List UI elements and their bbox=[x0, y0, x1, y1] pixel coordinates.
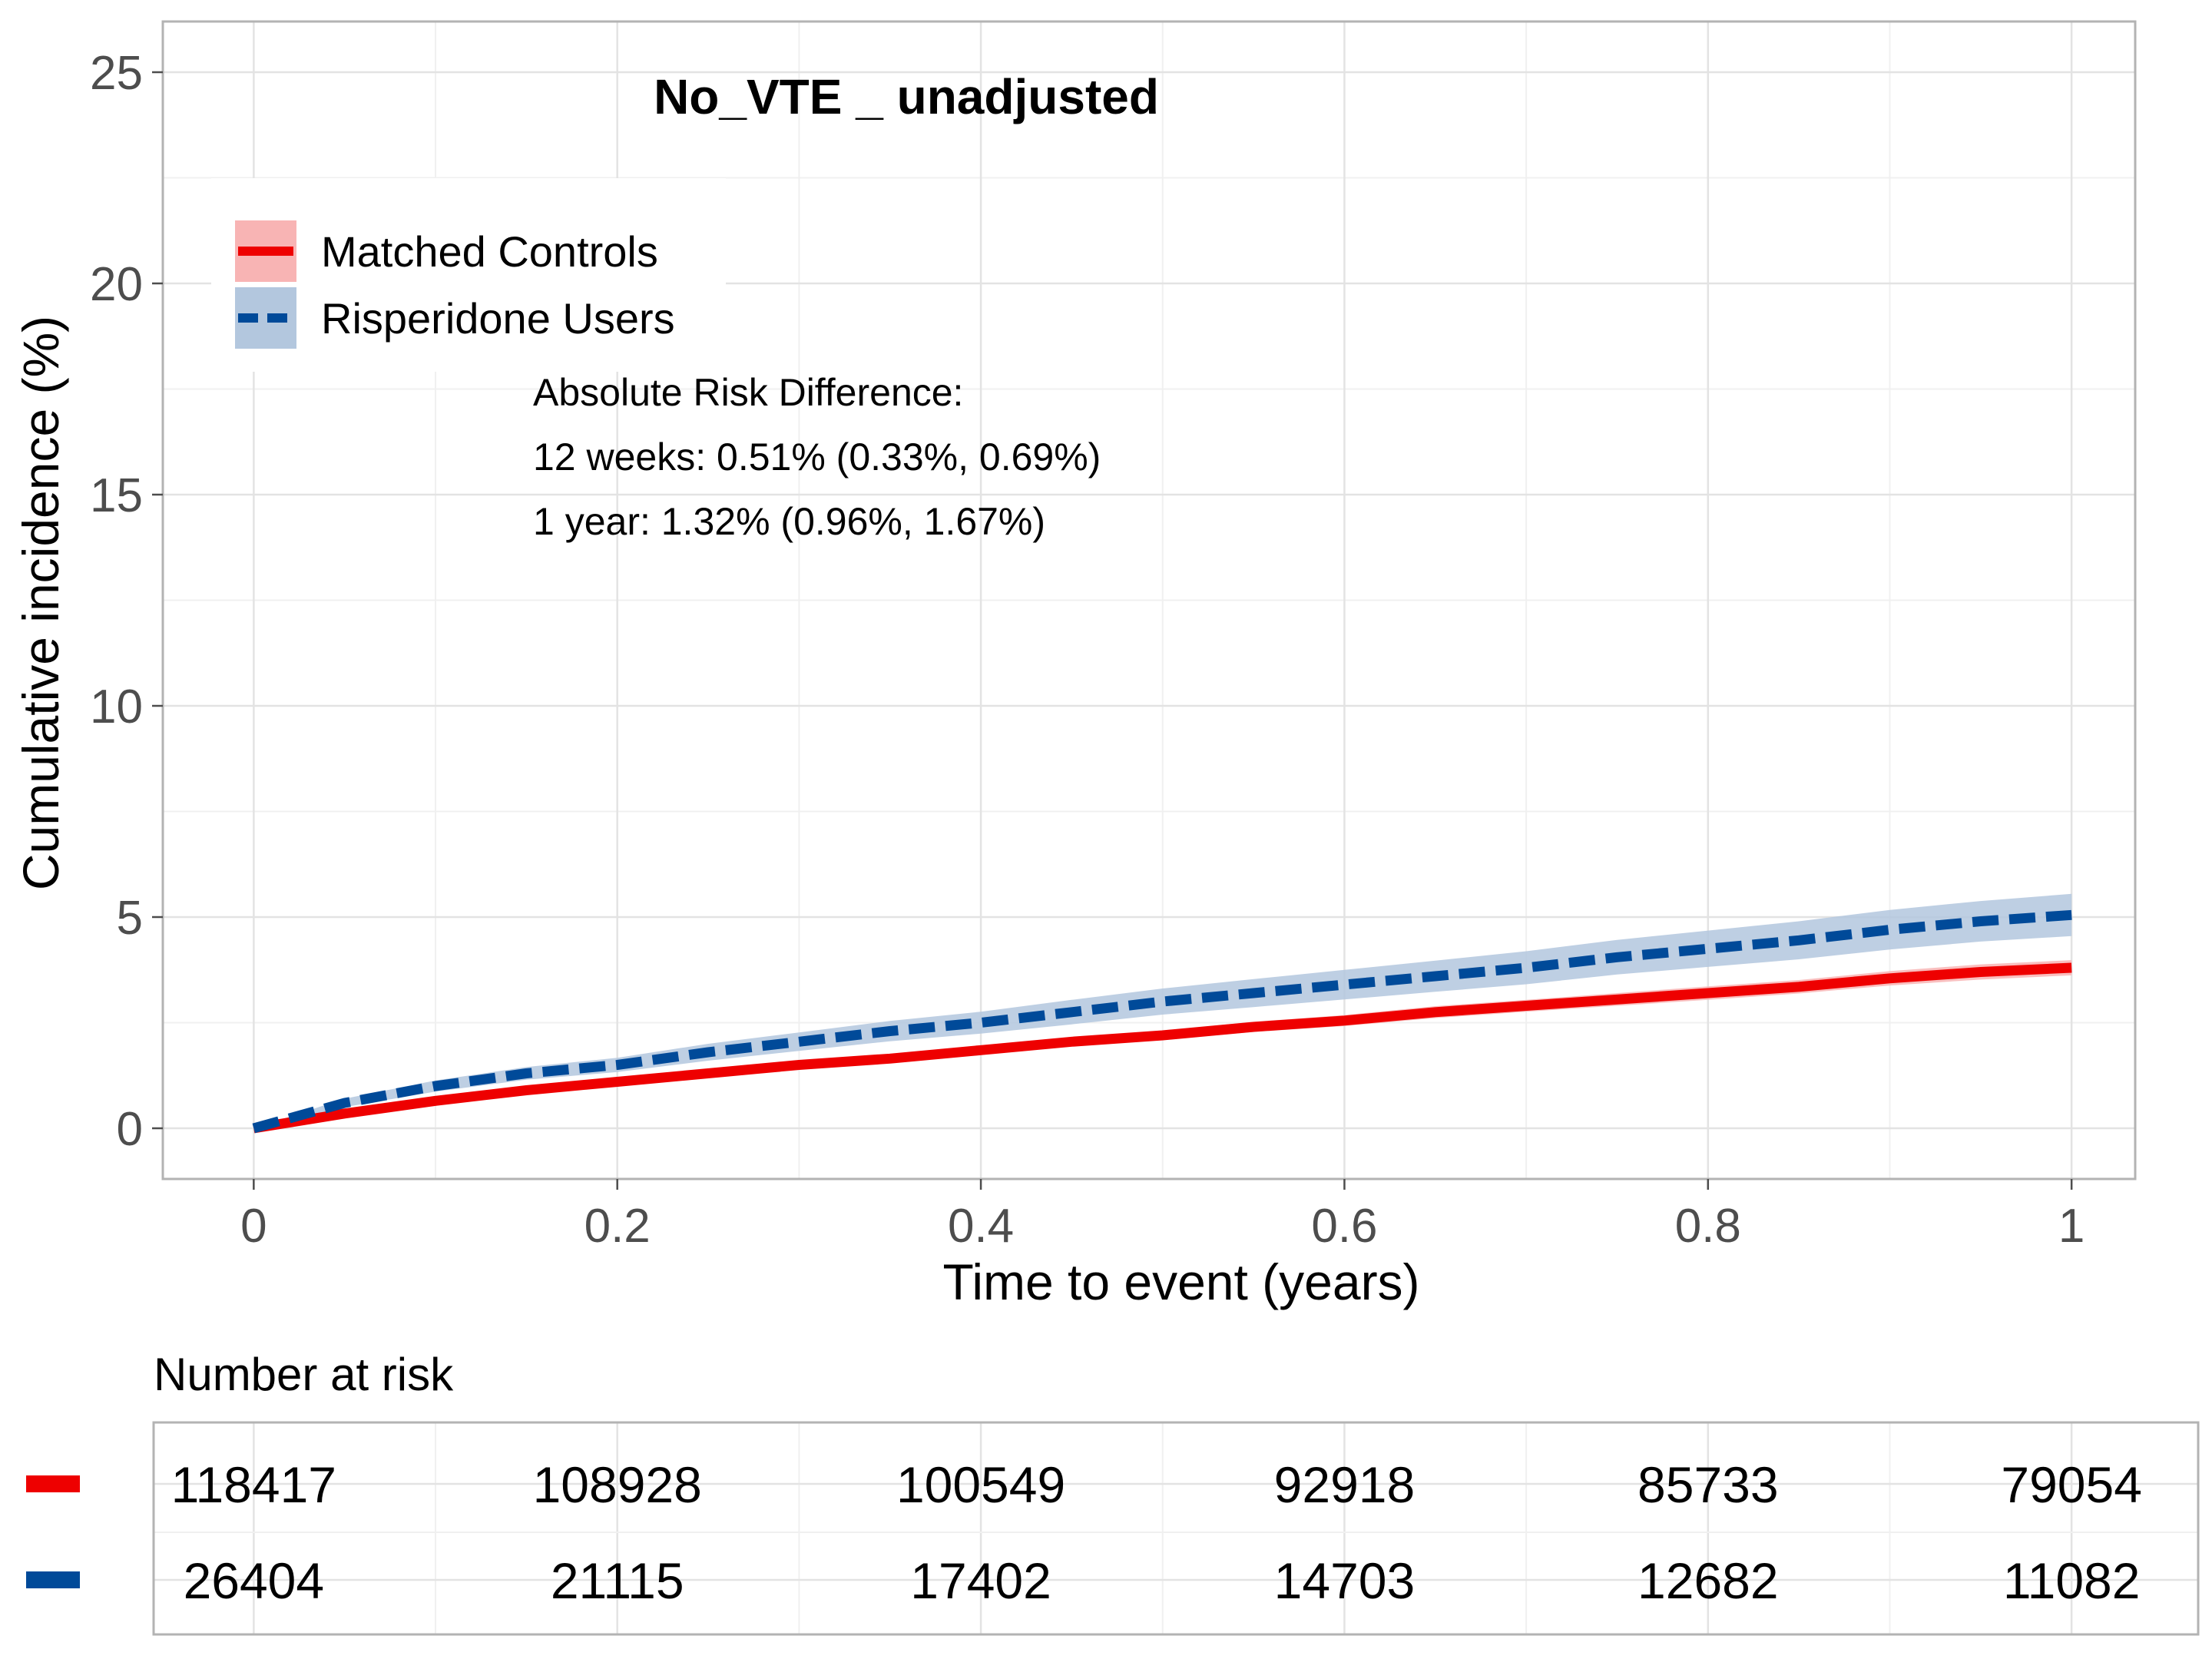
risk-table-panel bbox=[154, 1422, 2198, 1634]
risk-count: 85733 bbox=[1637, 1456, 1779, 1513]
y-tick-label: 15 bbox=[90, 469, 143, 522]
y-axis-title: Cumulative incidence (%) bbox=[12, 316, 69, 890]
risk-count: 11082 bbox=[2003, 1552, 2141, 1609]
y-tick-label: 20 bbox=[90, 258, 143, 311]
risk-count: 21115 bbox=[551, 1552, 684, 1609]
risk-table-title: Number at risk bbox=[154, 1349, 454, 1400]
risk-count: 100549 bbox=[896, 1456, 1065, 1513]
annotation-line: Absolute Risk Difference: bbox=[533, 371, 963, 414]
y-tick-label: 5 bbox=[117, 892, 143, 945]
x-tick-label: 0.2 bbox=[584, 1200, 651, 1253]
x-tick-label: 0.6 bbox=[1311, 1200, 1377, 1253]
x-axis-title: Time to event (years) bbox=[942, 1253, 1419, 1310]
annotation-line: 12 weeks: 0.51% (0.33%, 0.69%) bbox=[533, 435, 1101, 478]
panel-border bbox=[161, 20, 2137, 1181]
y-tick-label: 10 bbox=[90, 680, 143, 733]
x-tick-label: 1 bbox=[2058, 1200, 2085, 1253]
y-tick-label: 0 bbox=[117, 1103, 143, 1156]
legend-background bbox=[211, 178, 726, 372]
risk-table-border bbox=[152, 1421, 2200, 1636]
x-tick-label: 0.8 bbox=[1675, 1200, 1741, 1253]
legend-label: Matched Controls bbox=[321, 227, 658, 276]
risk-count: 26404 bbox=[184, 1552, 325, 1609]
risk-count: 79054 bbox=[2001, 1456, 2142, 1513]
annotation-line: 1 year: 1.32% (0.96%, 1.67%) bbox=[533, 500, 1045, 543]
risk-count: 92918 bbox=[1274, 1456, 1416, 1513]
legend-label: Risperidone Users bbox=[321, 294, 675, 343]
y-tick-label: 25 bbox=[90, 47, 143, 100]
risk-count: 14703 bbox=[1274, 1552, 1416, 1609]
series-line-1 bbox=[252, 909, 2072, 1134]
risk-table: 118417 108928 100549 92918 85733 79054 26404 21… bbox=[26, 1421, 2200, 1636]
risk-count: 108928 bbox=[533, 1456, 702, 1513]
annotation-block: Absolute Risk Difference: 12 weeks: 0.51%… bbox=[533, 371, 1101, 543]
x-tick-label: 0 bbox=[240, 1200, 267, 1253]
series-line-0 bbox=[253, 962, 2072, 1134]
risk-count: 17402 bbox=[910, 1552, 1051, 1609]
chart-title: No_VTE _ unadjusted bbox=[654, 69, 1159, 124]
risk-count: 118417 bbox=[171, 1456, 336, 1513]
legend: Matched Controls Risperidone Users bbox=[211, 178, 726, 372]
risk-count: 12682 bbox=[1637, 1552, 1779, 1609]
x-tick-label: 0.4 bbox=[948, 1200, 1014, 1253]
